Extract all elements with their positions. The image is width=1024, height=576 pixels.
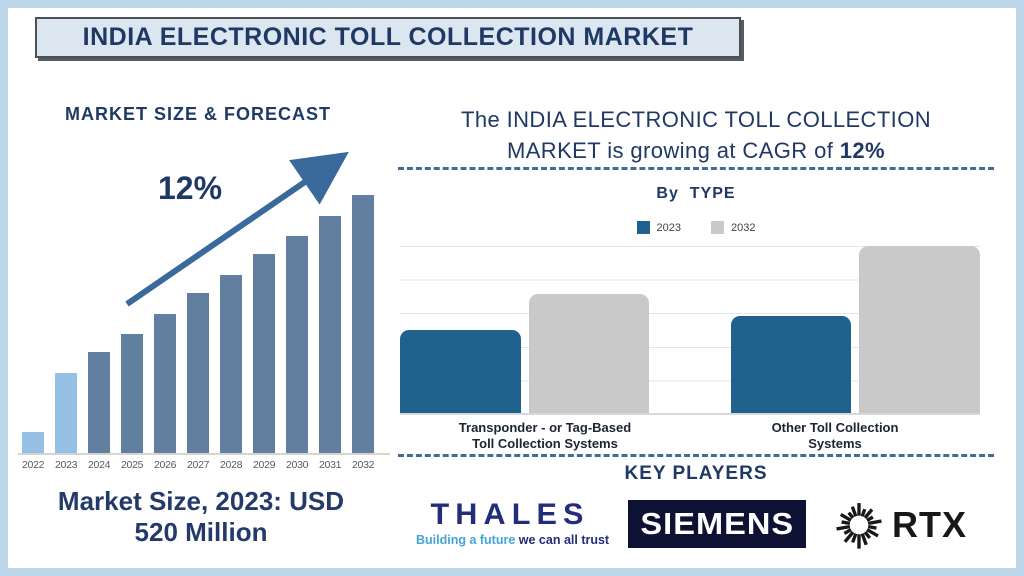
forecast-bar-2025 xyxy=(121,334,143,453)
market-size-note: Market Size, 2023: USD 520 Million xyxy=(10,486,392,548)
forecast-bar-2031 xyxy=(319,215,341,453)
forecast-bar-col xyxy=(88,195,110,453)
year-label-2022: 2022 xyxy=(22,459,45,471)
legend-label-2032: 2032 xyxy=(731,221,756,234)
thales-tagline-light: Building a future xyxy=(416,533,516,547)
year-label-2027: 2027 xyxy=(187,459,210,471)
category-transponder-line1: Transponder - or Tag-Based xyxy=(458,420,632,435)
year-label-2024: 2024 xyxy=(88,459,111,471)
forecast-bars xyxy=(18,195,390,455)
year-label-2023: 2023 xyxy=(55,459,78,471)
forecast-bar-2027 xyxy=(187,293,209,453)
category-transponder-line2: Toll Collection Systems xyxy=(472,436,618,452)
legend-item-2023: 2023 xyxy=(636,221,681,234)
thales-wordmark: THALES xyxy=(430,498,590,531)
forecast-bar-col xyxy=(286,195,308,453)
rtx-wordmark: RTX xyxy=(892,504,967,545)
bar-2032 xyxy=(859,246,981,413)
bar-group xyxy=(400,246,650,413)
keyplayers-heading: KEY PLAYERS xyxy=(624,463,768,484)
bar-2032 xyxy=(528,294,650,413)
year-label-2031: 2031 xyxy=(319,459,342,471)
bytype-bars xyxy=(400,246,981,415)
chart-legend: 2023 2032 xyxy=(398,221,994,234)
legend-swatch-2032 xyxy=(711,221,724,234)
forecast-bar-col xyxy=(154,195,176,453)
year-label-2028: 2028 xyxy=(220,459,243,471)
forecast-bar-2023 xyxy=(55,373,77,453)
cagr-value: 12% xyxy=(839,137,885,163)
market-size-line1: Market Size, 2023: USD xyxy=(57,486,345,516)
year-label-2025: 2025 xyxy=(121,459,144,471)
forecast-bar-2029 xyxy=(253,254,275,453)
rtx-starburst-icon xyxy=(836,503,882,549)
cagr-headline-line1: The INDIA ELECTRONIC TOLL COLLECTION xyxy=(460,107,931,132)
forecast-labels: 2022 2023 2024 2025 2026 2027 2028 2029 2030 2031… xyxy=(18,459,390,471)
dashed-divider-top xyxy=(398,167,994,170)
page-title: INDIA ELECTRONIC TOLL COLLECTION MARKET xyxy=(82,23,694,51)
thales-tagline-dark: we can all trust xyxy=(515,533,610,547)
forecast-bar-col xyxy=(187,195,209,453)
category-label-transponder: Transponder - or Tag-Based Toll Collecti… xyxy=(400,420,690,453)
forecast-bar-col xyxy=(22,195,44,453)
bar-group xyxy=(730,246,981,413)
forecast-bar-2024 xyxy=(88,352,110,453)
year-label-2026: 2026 xyxy=(154,459,177,471)
category-label-other: Other Toll Collection Systems xyxy=(690,420,980,453)
category-other-line1: Other Toll Collection xyxy=(771,420,899,435)
forecast-bar-col xyxy=(220,195,242,453)
year-label-2032: 2032 xyxy=(352,459,375,471)
cagr-headline-line2: MARKET is growing at CAGR of 12% xyxy=(398,136,994,167)
cagr-headline-line2-text: MARKET is growing at CAGR of xyxy=(507,137,840,163)
forecast-bar-col xyxy=(352,195,374,453)
dashed-divider-bottom xyxy=(398,454,994,457)
siemens-logo: SIEMENS xyxy=(628,500,806,548)
forecast-bar-2026 xyxy=(154,313,176,453)
forecast-bar-2032 xyxy=(352,195,374,453)
bar-2023 xyxy=(400,329,521,413)
legend-swatch-2023 xyxy=(636,221,650,234)
forecast-bar-col xyxy=(253,195,275,453)
bytype-category-labels: Transponder - or Tag-Based Toll Collecti… xyxy=(400,420,980,453)
category-other-line2: Systems xyxy=(808,436,862,452)
thales-tagline: Building a future we can all trust xyxy=(416,533,609,547)
forecast-section-heading: MARKET SIZE & FORECAST xyxy=(65,104,332,124)
bar-2023 xyxy=(730,316,852,413)
year-label-2029: 2029 xyxy=(253,459,276,471)
cagr-headline: The INDIA ELECTRONIC TOLL COLLECTION MAR… xyxy=(398,105,994,167)
thales-logo: THALES Building a future we can all trus… xyxy=(416,500,609,548)
keyplayers-logos: THALES Building a future we can all trus… xyxy=(408,496,994,562)
year-label-2030: 2030 xyxy=(286,459,309,471)
legend-label-2023: 2023 xyxy=(656,221,681,234)
forecast-bar-2030 xyxy=(286,236,308,453)
forecast-bar-2028 xyxy=(220,274,242,453)
siemens-wordmark: SIEMENS xyxy=(640,506,794,541)
bytype-heading: By TYPE xyxy=(656,185,736,202)
forecast-bar-col xyxy=(55,195,77,453)
forecast-bar-col xyxy=(121,195,143,453)
forecast-bar-2022 xyxy=(22,432,44,453)
rtx-logo: RTX xyxy=(832,498,967,552)
forecast-bar-col xyxy=(319,195,341,453)
market-size-line2: 520 Million xyxy=(134,517,268,548)
title-banner: INDIA ELECTRONIC TOLL COLLECTION MARKET xyxy=(35,17,741,58)
legend-item-2032: 2032 xyxy=(711,221,755,234)
growth-rate-label: 12% xyxy=(158,170,223,206)
